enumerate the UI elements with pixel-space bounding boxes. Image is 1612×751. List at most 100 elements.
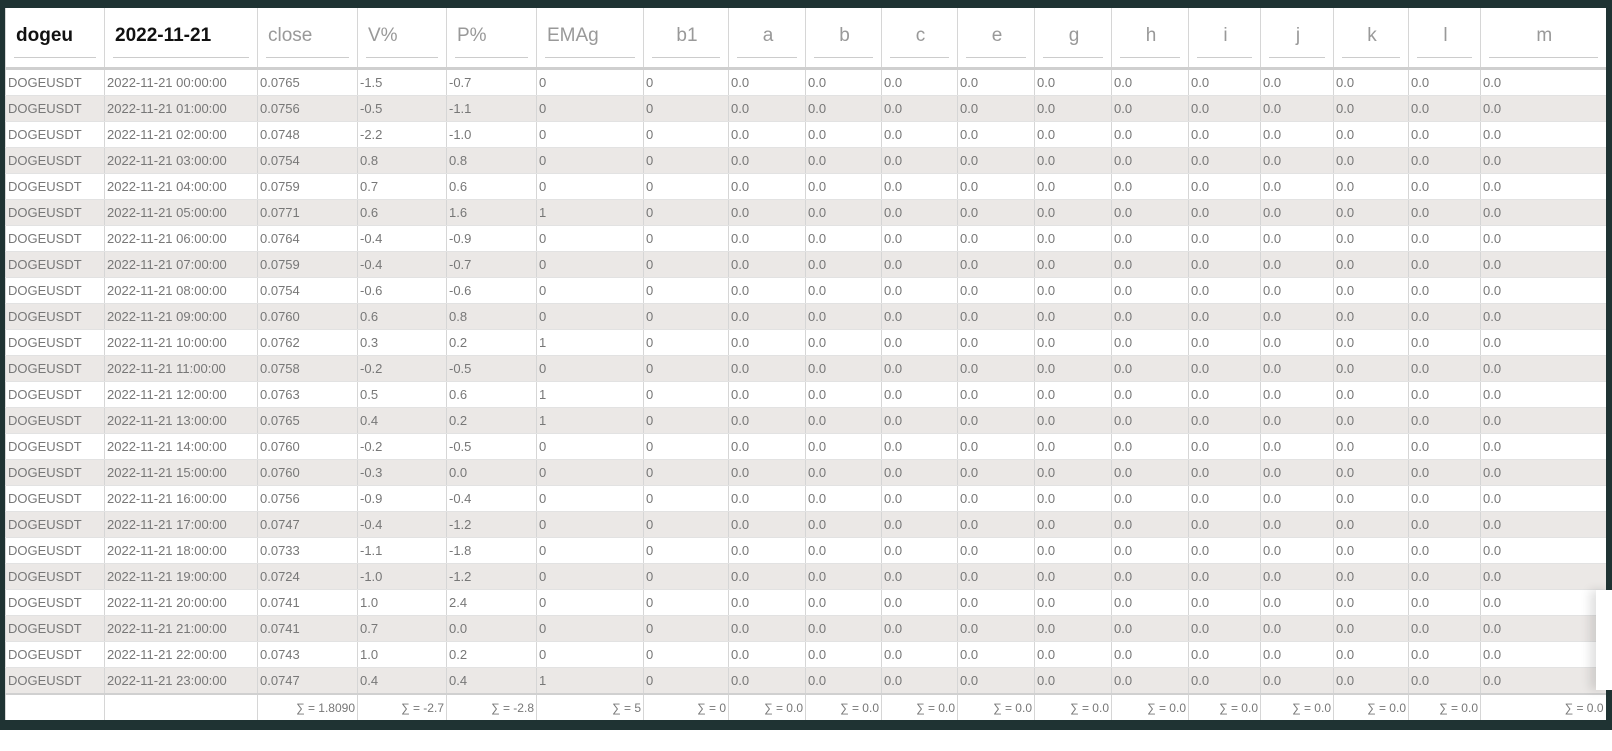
table-cell: 0.0 <box>1188 199 1261 226</box>
table-row[interactable]: DOGEUSDT 2022-11-21 01:00:00 0.0756 -0.5 -1.… <box>5 95 1606 122</box>
table-row[interactable]: DOGEUSDT 2022-11-21 21:00:00 0.0741 0.7 0.0 0… <box>5 615 1606 642</box>
table-cell: 0.4 <box>357 667 447 695</box>
table-cell: 0.0 <box>1111 303 1189 330</box>
table-cell: 0.0 <box>728 199 806 226</box>
table-cell: DOGEUSDT <box>5 277 105 304</box>
table-cell: 0.0 <box>1111 147 1189 174</box>
table-row[interactable]: DOGEUSDT 2022-11-21 07:00:00 0.0759 -0.4 -0.… <box>5 251 1606 278</box>
table-cell: 0.0 <box>957 667 1035 695</box>
table-cell: 0.0 <box>1408 615 1481 642</box>
table-cell: 0.0 <box>1333 589 1409 616</box>
table-cell: 0.0 <box>1260 589 1334 616</box>
column-filter-cell: EMAg <box>536 8 644 70</box>
column-filter-input-emag[interactable]: EMAg <box>545 17 635 58</box>
table-cell: 2022-11-21 06:00:00 <box>104 225 258 252</box>
table-row[interactable]: DOGEUSDT 2022-11-21 17:00:00 0.0747 -0.4 -1.… <box>5 511 1606 538</box>
table-cell: 0.0 <box>957 121 1035 148</box>
table-cell: -0.4 <box>357 511 447 538</box>
table-row[interactable]: DOGEUSDT 2022-11-21 13:00:00 0.0765 0.4 0.2 1… <box>5 407 1606 434</box>
table-cell: 0.0 <box>728 615 806 642</box>
table-row[interactable]: DOGEUSDT 2022-11-21 12:00:00 0.0763 0.5 0.6 1… <box>5 381 1606 408</box>
table-cell: 0.0 <box>1480 615 1606 642</box>
table-cell: 0.0 <box>1188 303 1261 330</box>
table-cell: 0 <box>643 511 729 538</box>
table-row[interactable]: DOGEUSDT 2022-11-21 23:00:00 0.0747 0.4 0.4 1… <box>5 667 1606 695</box>
table-row[interactable]: DOGEUSDT 2022-11-21 02:00:00 0.0748 -2.2 -1.… <box>5 121 1606 148</box>
table-cell: 0.0 <box>1188 459 1261 486</box>
table-cell: 0.0 <box>805 485 882 512</box>
sum-cell: ∑ = 5 <box>536 693 644 720</box>
column-filter-input-v-pct[interactable]: V% <box>366 17 438 58</box>
table-cell: DOGEUSDT <box>5 589 105 616</box>
table-cell: 0 <box>536 277 644 304</box>
column-filter-input-h[interactable]: h <box>1120 17 1180 58</box>
table-row[interactable]: DOGEUSDT 2022-11-21 06:00:00 0.0764 -0.4 -0.… <box>5 225 1606 252</box>
table-cell: DOGEUSDT <box>5 251 105 278</box>
table-cell: 0.0 <box>1408 251 1481 278</box>
column-filter-input-c[interactable]: c <box>890 17 949 58</box>
table-row[interactable]: DOGEUSDT 2022-11-21 19:00:00 0.0724 -1.0 -1.… <box>5 563 1606 590</box>
column-filter-input-a[interactable]: a <box>737 17 797 58</box>
table-row[interactable]: DOGEUSDT 2022-11-21 18:00:00 0.0733 -1.1 -1.… <box>5 537 1606 564</box>
table-cell: DOGEUSDT <box>5 485 105 512</box>
table-row[interactable]: DOGEUSDT 2022-11-21 05:00:00 0.0771 0.6 1.6 1… <box>5 199 1606 226</box>
table-cell: 0 <box>643 407 729 434</box>
table-row[interactable]: DOGEUSDT 2022-11-21 20:00:00 0.0741 1.0 2.4 0… <box>5 589 1606 616</box>
table-cell: 0 <box>643 537 729 564</box>
table-row[interactable]: DOGEUSDT 2022-11-21 10:00:00 0.0762 0.3 0.2 1… <box>5 329 1606 356</box>
table-cell: 0.0 <box>957 68 1035 96</box>
table-cell: -0.2 <box>357 433 447 460</box>
table-row[interactable]: DOGEUSDT 2022-11-21 15:00:00 0.0760 -0.3 0.0… <box>5 459 1606 486</box>
table-cell: 0 <box>643 667 729 695</box>
table-cell: DOGEUSDT <box>5 355 105 382</box>
table-cell: 0.0 <box>1188 511 1261 538</box>
table-cell: 0.0 <box>957 511 1035 538</box>
table-cell: 0 <box>536 563 644 590</box>
table-cell: 0.0 <box>1034 589 1112 616</box>
table-cell: 0.0 <box>1333 459 1409 486</box>
side-panel-handle[interactable] <box>1596 590 1612 690</box>
column-filter-input-l[interactable]: l <box>1417 17 1472 58</box>
table-cell: 0 <box>643 95 729 122</box>
column-filter-input-i[interactable]: i <box>1197 17 1252 58</box>
table-cell: 0.0 <box>1408 121 1481 148</box>
column-filter-input-close[interactable]: close <box>266 17 349 58</box>
table-cell: 0.0 <box>1333 641 1409 668</box>
column-filter-input-e[interactable]: e <box>966 17 1026 58</box>
table-cell: 0.0 <box>728 329 806 356</box>
table-row[interactable]: DOGEUSDT 2022-11-21 00:00:00 0.0765 -1.5 -0.… <box>5 68 1606 96</box>
column-filter-input-b1[interactable]: b1 <box>652 17 720 58</box>
table-cell: 0.0 <box>805 277 882 304</box>
table-cell: 0.0 <box>1480 641 1606 668</box>
table-row[interactable]: DOGEUSDT 2022-11-21 08:00:00 0.0754 -0.6 -0.… <box>5 277 1606 304</box>
table-cell: 0.0763 <box>257 381 358 408</box>
table-cell: 0.0 <box>1333 381 1409 408</box>
date-filter-input[interactable] <box>113 17 249 58</box>
column-filter-input-p-pct[interactable]: P% <box>455 17 528 58</box>
table-cell: 0.0 <box>805 251 882 278</box>
table-cell: DOGEUSDT <box>5 641 105 668</box>
table-cell: -2.2 <box>357 121 447 148</box>
table-cell: 2022-11-21 12:00:00 <box>104 381 258 408</box>
table-row[interactable]: DOGEUSDT 2022-11-21 03:00:00 0.0754 0.8 0.8 0… <box>5 147 1606 174</box>
table-row[interactable]: DOGEUSDT 2022-11-21 14:00:00 0.0760 -0.2 -0.… <box>5 433 1606 460</box>
table-cell: 0.4 <box>357 407 447 434</box>
table-row[interactable]: DOGEUSDT 2022-11-21 09:00:00 0.0760 0.6 0.8 0… <box>5 303 1606 330</box>
column-filter-input-k[interactable]: k <box>1342 17 1400 58</box>
table-cell: 0.0 <box>1408 173 1481 200</box>
table-row[interactable]: DOGEUSDT 2022-11-21 04:00:00 0.0759 0.7 0.6 0… <box>5 173 1606 200</box>
column-filter-input-g[interactable]: g <box>1043 17 1103 58</box>
column-filter-input-j[interactable]: j <box>1269 17 1325 58</box>
table-cell: 0.0 <box>1034 277 1112 304</box>
table-cell: 0.0 <box>1111 589 1189 616</box>
table-row[interactable]: DOGEUSDT 2022-11-21 22:00:00 0.0743 1.0 0.2 0… <box>5 641 1606 668</box>
table-cell: 0.0 <box>805 511 882 538</box>
table-row[interactable]: DOGEUSDT 2022-11-21 11:00:00 0.0758 -0.2 -0.… <box>5 355 1606 382</box>
table-row[interactable]: DOGEUSDT 2022-11-21 16:00:00 0.0756 -0.9 -0.… <box>5 485 1606 512</box>
table-cell: 0.0 <box>1034 433 1112 460</box>
table-cell: 0.0 <box>881 277 958 304</box>
table-cell: 0 <box>643 68 729 96</box>
symbol-filter-input[interactable] <box>14 17 96 58</box>
column-filter-input-m[interactable]: m <box>1489 17 1598 58</box>
column-filter-input-b[interactable]: b <box>814 17 873 58</box>
